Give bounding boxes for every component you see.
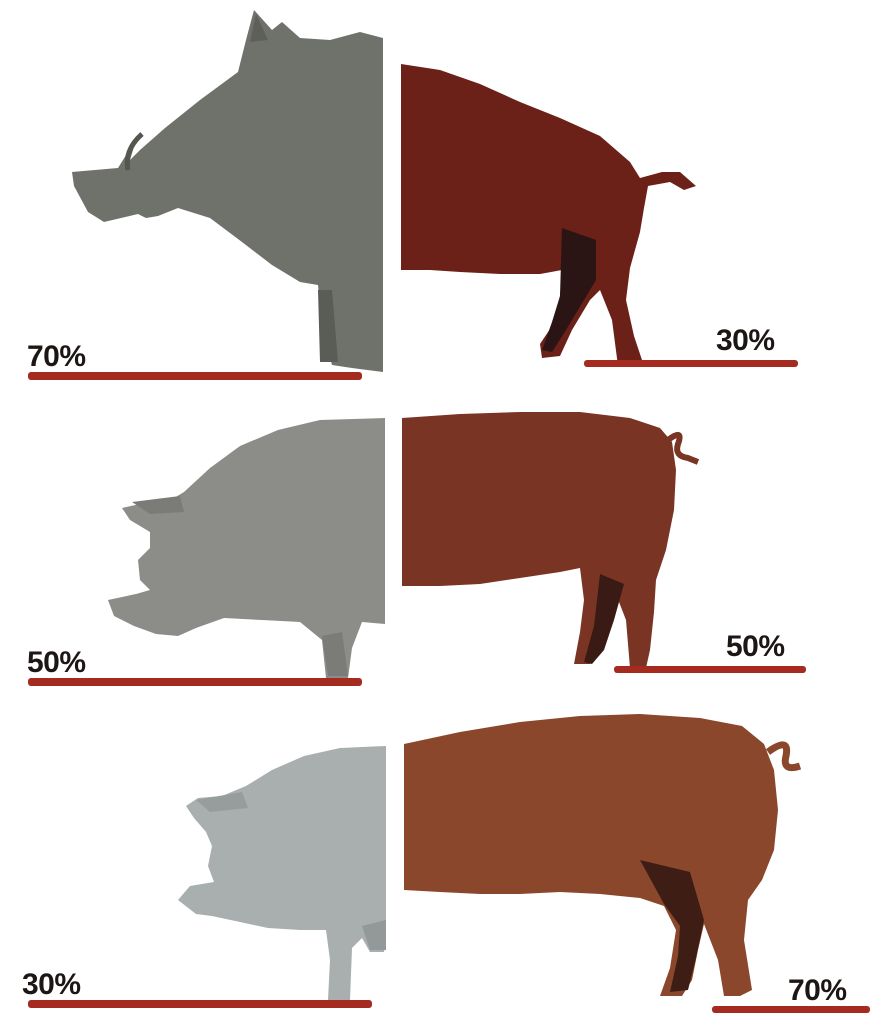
intermediate-pig-rear-leg-dark bbox=[584, 574, 624, 664]
wild-boar-ear bbox=[250, 14, 268, 42]
wild-boar-front-half bbox=[72, 10, 383, 372]
center-divider-row2 bbox=[386, 410, 401, 650]
wild-boar-left-label: 70% bbox=[27, 340, 86, 373]
intermediate-pig-front-half bbox=[108, 418, 385, 678]
wild-boar-right-label: 30% bbox=[716, 324, 775, 357]
intermediate-pig-left-bar bbox=[28, 678, 362, 686]
wild-boar-leg-shadow bbox=[318, 290, 338, 362]
wild-boar-right-bar bbox=[584, 360, 798, 367]
modern-pig-right-bar bbox=[712, 1006, 870, 1013]
intermediate-pig-tail bbox=[666, 431, 700, 465]
modern-pig-left-bar bbox=[28, 1000, 372, 1008]
intermediate-pig-rear-half bbox=[402, 412, 676, 668]
intermediate-pig-right-bar bbox=[614, 666, 806, 673]
wild-boar-left-bar bbox=[28, 372, 362, 380]
modern-pig-rear-leg-dark bbox=[640, 860, 704, 992]
wild-boar-rear-leg-dark bbox=[542, 228, 596, 352]
intermediate-pig-leg bbox=[322, 632, 348, 676]
center-divider-row3 bbox=[387, 712, 403, 927]
intermediate-pig-ear bbox=[132, 496, 184, 514]
center-divider-row1 bbox=[384, 30, 400, 375]
modern-pig-ear bbox=[196, 792, 248, 812]
intermediate-pig-left-label: 50% bbox=[27, 646, 86, 679]
modern-pig-right-label: 70% bbox=[788, 974, 847, 1007]
modern-pig-leg-shadow bbox=[362, 920, 386, 950]
wild-boar-tusk bbox=[124, 132, 144, 171]
modern-pig-left-label: 30% bbox=[22, 968, 81, 1001]
wild-boar-rear-half bbox=[401, 64, 696, 366]
modern-pig-rear-half bbox=[404, 714, 778, 996]
wild-boar-row bbox=[28, 10, 798, 380]
modern-pig-front-half bbox=[178, 746, 386, 1000]
modern-pig-row bbox=[28, 714, 870, 1013]
intermediate-pig-row bbox=[28, 412, 806, 686]
intermediate-pig-right-label: 50% bbox=[726, 630, 785, 663]
modern-pig-tail bbox=[765, 741, 802, 772]
